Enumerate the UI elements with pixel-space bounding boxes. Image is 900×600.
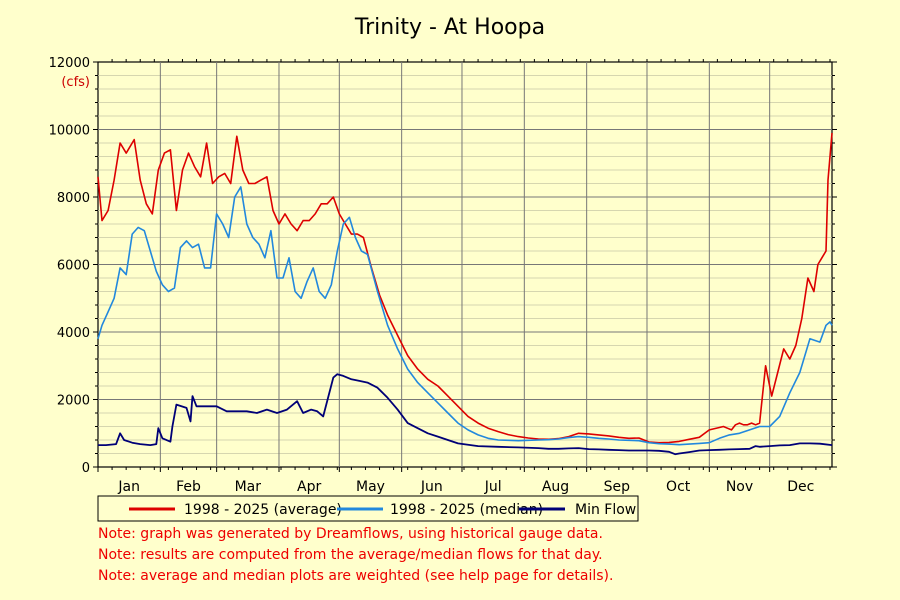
- month-label: Jun: [420, 479, 443, 495]
- note-line: Note: average and median plots are weigh…: [98, 568, 614, 584]
- axes: 0 2000 4000 6000 8000 10000 12000 Jan Feb Mar Apr M…: [49, 56, 837, 495]
- month-label: Jan: [117, 479, 140, 495]
- series-line: [98, 373, 833, 456]
- y-axis-unit-label: (cfs): [61, 75, 90, 90]
- note-line: Note: graph was generated by Dreamflows,…: [98, 526, 603, 542]
- month-label: Oct: [666, 479, 691, 495]
- month-label: Jul: [484, 479, 502, 495]
- chart-title: Trinity - At Hoopa: [354, 15, 545, 40]
- series-lines: [97, 132, 833, 456]
- y-tick-label: 4000: [57, 326, 90, 341]
- y-tick-label: 0: [82, 461, 90, 476]
- month-label: Aug: [542, 479, 569, 495]
- month-label: Sep: [604, 479, 631, 495]
- legend-label-median: 1998 - 2025 (median): [390, 502, 543, 518]
- month-label: Feb: [176, 479, 201, 495]
- legend: 1998 - 2025 (average) 1998 - 2025 (media…: [97, 495, 639, 522]
- y-tick-label: 12000: [49, 56, 90, 71]
- month-label: Nov: [726, 479, 753, 495]
- y-tick-label: 2000: [57, 394, 90, 409]
- note-line: Note: results are computed from the aver…: [98, 547, 603, 563]
- legend-label-min-flow: Min Flow: [575, 502, 636, 518]
- legend-label-average: 1998 - 2025 (average): [184, 502, 342, 518]
- month-label: May: [356, 479, 385, 495]
- y-tick-label: 10000: [49, 124, 90, 139]
- series-line: [97, 186, 833, 446]
- y-tick-label: 8000: [57, 191, 90, 206]
- month-label: Mar: [235, 479, 262, 495]
- month-label: Dec: [787, 479, 814, 495]
- series-line: [97, 132, 833, 444]
- y-tick-label: 6000: [57, 259, 90, 274]
- grid-lines: [98, 62, 832, 467]
- month-label: Apr: [297, 479, 321, 495]
- notes: Note: graph was generated by Dreamflows,…: [98, 524, 613, 587]
